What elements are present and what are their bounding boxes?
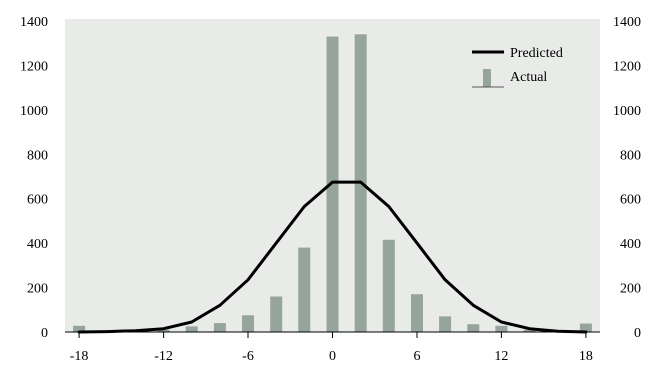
x-tick-label: -18: [70, 349, 89, 364]
bar: [213, 323, 226, 332]
x-tick-label: 0: [329, 349, 336, 364]
x-tick-label: 18: [579, 349, 593, 364]
x-tick-label: 6: [414, 349, 421, 364]
y-tick-label-left: 1400: [20, 15, 48, 30]
bar: [382, 239, 395, 332]
bar: [298, 247, 311, 332]
line-series-predicted: [77, 180, 588, 334]
x-tick-label: -12: [154, 349, 173, 364]
bar: [411, 294, 423, 332]
bar: [242, 315, 254, 332]
legend: Predicted Actual: [472, 46, 563, 88]
bar: [467, 324, 480, 332]
bar: [73, 325, 86, 332]
y-tick-label-right: 1000: [613, 104, 641, 119]
y-tick-label-right: 800: [620, 148, 641, 163]
bar: [439, 316, 452, 332]
y-tick-label-right: 600: [620, 193, 641, 208]
y-tick-label-left: 800: [27, 148, 48, 163]
y-tick-label-left: 0: [41, 326, 48, 341]
y-tick-label-left: 1000: [20, 104, 48, 119]
y-tick-label-right: 1400: [613, 15, 641, 30]
bar: [326, 36, 339, 332]
bar-series-actual: [73, 34, 592, 333]
bar: [579, 323, 592, 332]
legend-label-predicted: Predicted: [510, 46, 563, 61]
bar: [157, 329, 170, 332]
y-tick-label-right: 1200: [613, 59, 641, 74]
bar: [495, 325, 508, 332]
x-tick-label: -6: [242, 349, 254, 364]
y-tick-label-left: 200: [27, 282, 48, 297]
y-axis-left: 0 200 400 600 800 1000 1200 1400: [20, 15, 48, 341]
y-tick-label-right: 0: [634, 326, 641, 341]
bar: [523, 329, 536, 332]
x-axis: -18 -12 -6 0 6 12 18: [65, 331, 600, 364]
y-tick-label-right: 200: [620, 282, 641, 297]
y-tick-label-right: 400: [620, 237, 641, 252]
legend-label-actual: Actual: [510, 70, 547, 85]
y-tick-label-left: 400: [27, 237, 48, 252]
bar: [270, 296, 283, 332]
x-tick-label: 12: [494, 349, 508, 364]
y-axis-right: 0 200 400 600 800 1000 1200 1400: [613, 15, 641, 341]
y-tick-label-left: 600: [27, 193, 48, 208]
y-tick-label-left: 1200: [20, 59, 48, 74]
bar: [185, 326, 198, 332]
legend-swatch-actual: [483, 69, 491, 87]
